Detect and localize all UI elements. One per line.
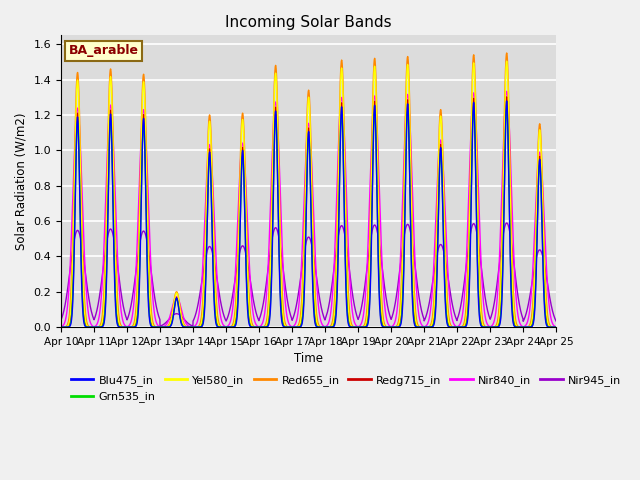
Y-axis label: Solar Radiation (W/m2): Solar Radiation (W/m2)	[15, 112, 28, 250]
Title: Incoming Solar Bands: Incoming Solar Bands	[225, 15, 392, 30]
Text: BA_arable: BA_arable	[68, 44, 138, 57]
Legend: Blu475_in, Grn535_in, Yel580_in, Red655_in, Redg715_in, Nir840_in, Nir945_in: Blu475_in, Grn535_in, Yel580_in, Red655_…	[67, 371, 626, 407]
X-axis label: Time: Time	[294, 352, 323, 365]
